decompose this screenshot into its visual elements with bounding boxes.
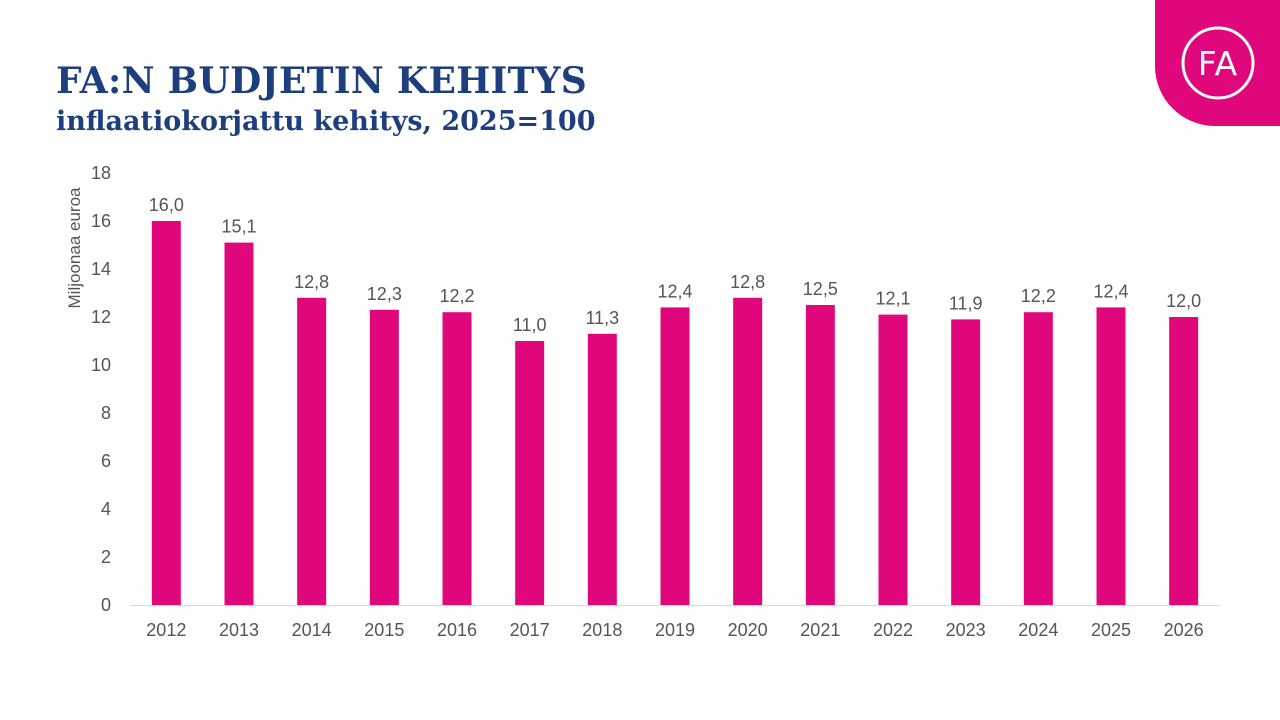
bar-2020 [733, 297, 763, 605]
page-title: FA:N BUDJETIN KEHITYS [56, 60, 588, 102]
x-tick-label-2022: 2022 [873, 620, 913, 640]
x-tick-label-2017: 2017 [510, 620, 550, 640]
y-tick-label: 12 [91, 307, 111, 327]
bar-2017 [515, 341, 545, 605]
y-tick-label: 0 [101, 595, 111, 615]
bar-2024 [1023, 312, 1053, 605]
data-label-2026: 12,0 [1166, 291, 1201, 311]
x-tick-label-2023: 2023 [946, 620, 986, 640]
y-tick-label: 4 [101, 499, 111, 519]
y-tick-label: 18 [91, 163, 111, 183]
bar-2023 [951, 319, 981, 605]
y-tick-label: 6 [101, 451, 111, 471]
data-label-2025: 12,4 [1093, 281, 1128, 301]
logo-text: FA [1198, 44, 1239, 83]
data-labels: 16,0 15,1 12,8 12,3 12,2 11,0 11,3 12,4 12,8 12,5… [149, 195, 1201, 335]
data-label-2013: 15,1 [221, 217, 256, 237]
data-label-2017: 11,0 [513, 315, 547, 335]
y-tick-label: 10 [91, 355, 111, 375]
data-label-2021: 12,5 [803, 279, 838, 299]
data-label-2018: 11,3 [585, 308, 619, 328]
x-tick-label-2012: 2012 [146, 620, 186, 640]
x-tick-label-2019: 2019 [655, 620, 695, 640]
x-tick-label-2015: 2015 [364, 620, 404, 640]
logo-tab: FA [1155, 0, 1280, 126]
bars [151, 221, 1199, 605]
bar-2019 [660, 307, 690, 605]
bar-2021 [805, 305, 835, 605]
y-tick-label: 16 [91, 211, 111, 231]
x-tick-label-2021: 2021 [800, 620, 840, 640]
page-subtitle: inflaatiokorjattu kehitys, 2025=100 [56, 106, 596, 137]
data-label-2022: 12,1 [875, 289, 910, 309]
data-label-2014: 12,8 [294, 272, 329, 292]
y-axis-ticks: 0 2 4 6 8 10 12 14 16 18 [91, 163, 111, 615]
bar-2013 [224, 242, 254, 605]
data-label-2019: 12,4 [657, 281, 692, 301]
bar-2012 [151, 221, 181, 605]
x-axis-ticks: 2012 2013 2014 2015 2016 2017 2018 2019 2020 2021… [146, 620, 1203, 640]
data-label-2012: 16,0 [149, 195, 184, 215]
y-tick-label: 2 [101, 547, 111, 567]
x-tick-label-2024: 2024 [1018, 620, 1058, 640]
y-axis-label: Miljoonaa euroa [65, 187, 84, 309]
x-tick-label-2018: 2018 [582, 620, 622, 640]
data-label-2020: 12,8 [730, 272, 765, 292]
data-label-2015: 12,3 [367, 284, 402, 304]
fa-logo-icon: FA [1181, 26, 1255, 100]
bar-2026 [1169, 317, 1199, 605]
bar-2025 [1096, 307, 1126, 605]
data-label-2024: 12,2 [1021, 286, 1056, 306]
bar-2016 [442, 312, 472, 605]
bar-2014 [297, 297, 327, 605]
x-tick-label-2026: 2026 [1164, 620, 1204, 640]
y-tick-label: 14 [91, 259, 111, 279]
x-tick-label-2020: 2020 [728, 620, 768, 640]
bar-2018 [587, 333, 617, 605]
x-tick-label-2014: 2014 [292, 620, 332, 640]
x-tick-label-2013: 2013 [219, 620, 259, 640]
x-tick-label-2016: 2016 [437, 620, 477, 640]
bar-2015 [369, 309, 399, 605]
y-tick-label: 8 [101, 403, 111, 423]
bar-2022 [878, 314, 908, 605]
x-tick-label-2025: 2025 [1091, 620, 1131, 640]
data-label-2023: 11,9 [949, 293, 983, 313]
data-label-2016: 12,2 [439, 286, 474, 306]
